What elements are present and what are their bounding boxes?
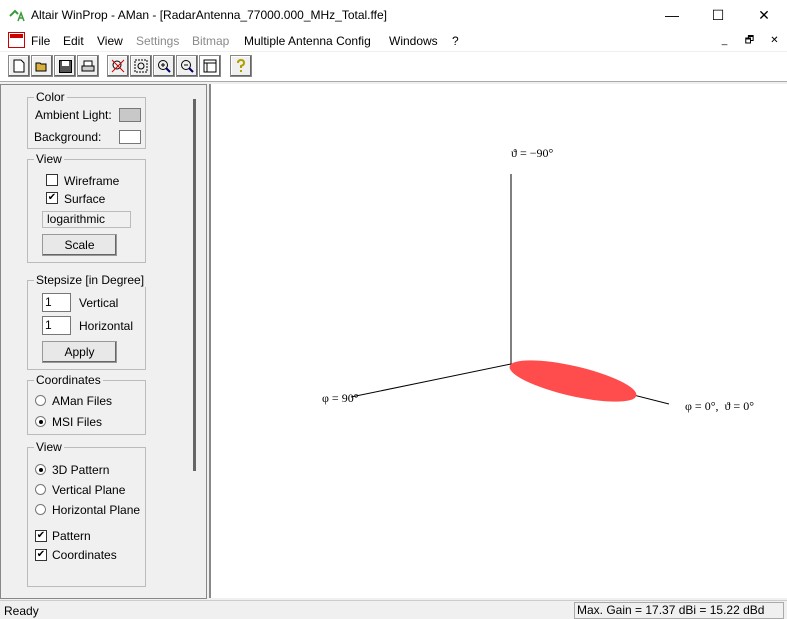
apply-button[interactable]: Apply: [42, 341, 117, 363]
vertical-plane-label: Vertical Plane: [52, 483, 126, 497]
pattern-label: Pattern: [52, 529, 91, 543]
menu-help[interactable]: ?: [452, 34, 459, 48]
menu-bitmap: Bitmap: [192, 34, 230, 48]
3d-view-canvas[interactable]: ϑ = −90° φ = 90° φ = 0°, ϑ = 0°: [209, 84, 787, 598]
save-icon[interactable]: [54, 55, 76, 77]
group-label: Stepsize [in Degree]: [34, 273, 147, 287]
pattern-checkbox[interactable]: ✔: [35, 530, 47, 542]
new-icon[interactable]: [8, 55, 30, 77]
menu-edit[interactable]: Edit: [63, 34, 84, 48]
background-label: Background:: [34, 130, 102, 144]
phi-0-label: φ = 0°, ϑ = 0°: [685, 399, 754, 413]
control-panel: Color Ambient Light: Background: View Wi…: [0, 84, 207, 599]
color-group: Color Ambient Light: Background:: [27, 90, 146, 149]
scale-type-field: logarithmic: [42, 211, 131, 228]
title-bar: Altair WinProp - AMan - [RadarAntenna_77…: [0, 0, 787, 31]
wireframe-label: Wireframe: [64, 174, 120, 188]
group-label: Coordinates: [34, 373, 103, 387]
help-icon[interactable]: [230, 55, 252, 77]
menu-bar: File Edit View Settings Bitmap Multiple …: [0, 31, 787, 51]
app-icon: [9, 9, 25, 22]
coordinates-group: Coordinates AMan Files MSI Files: [27, 373, 146, 435]
print-icon[interactable]: [77, 55, 99, 77]
phi-90-label: φ = 90°: [322, 391, 359, 405]
horizontal-plane-radio[interactable]: [35, 504, 46, 515]
scrollbar[interactable]: [193, 99, 196, 471]
y-axis: [350, 363, 512, 398]
zoom-window-icon[interactable]: [130, 55, 152, 77]
aman-files-radio[interactable]: [35, 395, 46, 406]
menu-view[interactable]: View: [97, 34, 123, 48]
antenna-pattern: [509, 360, 637, 402]
maximize-button[interactable]: ☐: [711, 7, 725, 23]
vertical-label: Vertical: [79, 296, 119, 310]
toolbar: [0, 52, 787, 82]
view-icon[interactable]: [199, 55, 221, 77]
msi-files-label: MSI Files: [52, 415, 103, 429]
aman-files-label: AMan Files: [52, 394, 113, 408]
menu-file[interactable]: File: [31, 34, 51, 48]
mdi-close-button[interactable]: ✕: [770, 35, 779, 46]
zoom-reset-icon[interactable]: [107, 55, 129, 77]
group-label: Color: [34, 90, 67, 104]
surface-checkbox[interactable]: ✔: [46, 192, 58, 204]
mdi-restore-button[interactable]: 🗗: [744, 35, 755, 46]
coordinates-checkbox[interactable]: ✔: [35, 549, 47, 561]
horizontal-plane-label: Horizontal Plane: [52, 503, 141, 517]
horizontal-step-input[interactable]: 1: [42, 316, 71, 335]
menu-settings: Settings: [136, 34, 180, 48]
theta-label: ϑ = −90°: [511, 146, 554, 160]
open-icon[interactable]: [31, 55, 53, 77]
surface-label: Surface: [64, 192, 106, 206]
ambient-light-swatch[interactable]: [119, 108, 141, 122]
vertical-plane-radio[interactable]: [35, 484, 46, 495]
vertical-step-input[interactable]: 1: [42, 293, 71, 312]
ambient-light-label: Ambient Light:: [35, 108, 112, 122]
menu-windows[interactable]: Windows: [389, 34, 438, 48]
status-bar: Ready Max. Gain = 17.37 dBi = 15.22 dBd: [0, 600, 787, 619]
background-swatch[interactable]: [119, 130, 141, 144]
coordinates-label: Coordinates: [52, 548, 117, 562]
view-group: View Wireframe ✔ Surface logarithmic Sca…: [27, 152, 146, 263]
menu-multiple-antenna-config[interactable]: Multiple Antenna Config: [244, 34, 371, 48]
status-text: Ready: [4, 604, 39, 618]
horizontal-label: Horizontal: [79, 319, 134, 333]
zoom-out-icon[interactable]: [176, 55, 198, 77]
minimize-button[interactable]: —: [665, 7, 679, 23]
view-mode-group: View 3D Pattern Vertical Plane Horizonta…: [27, 440, 146, 587]
msi-files-radio[interactable]: [35, 416, 46, 427]
wireframe-checkbox[interactable]: [46, 174, 58, 186]
stepsize-group: Stepsize [in Degree] 1 Vertical 1 Horizo…: [27, 273, 147, 370]
ant-doc-icon[interactable]: [8, 32, 25, 49]
3d-pattern-label: 3D Pattern: [52, 463, 110, 477]
close-button[interactable]: ✕: [758, 7, 770, 23]
max-gain-readout: Max. Gain = 17.37 dBi = 15.22 dBd: [574, 602, 784, 619]
window-title: Altair WinProp - AMan - [RadarAntenna_77…: [31, 8, 387, 22]
group-label: View: [34, 440, 64, 454]
mdi-minimize-button[interactable]: _: [721, 35, 728, 46]
group-label: View: [34, 152, 64, 166]
3d-pattern-radio[interactable]: [35, 464, 46, 475]
zoom-in-icon[interactable]: [153, 55, 175, 77]
scale-button[interactable]: Scale: [42, 234, 117, 256]
